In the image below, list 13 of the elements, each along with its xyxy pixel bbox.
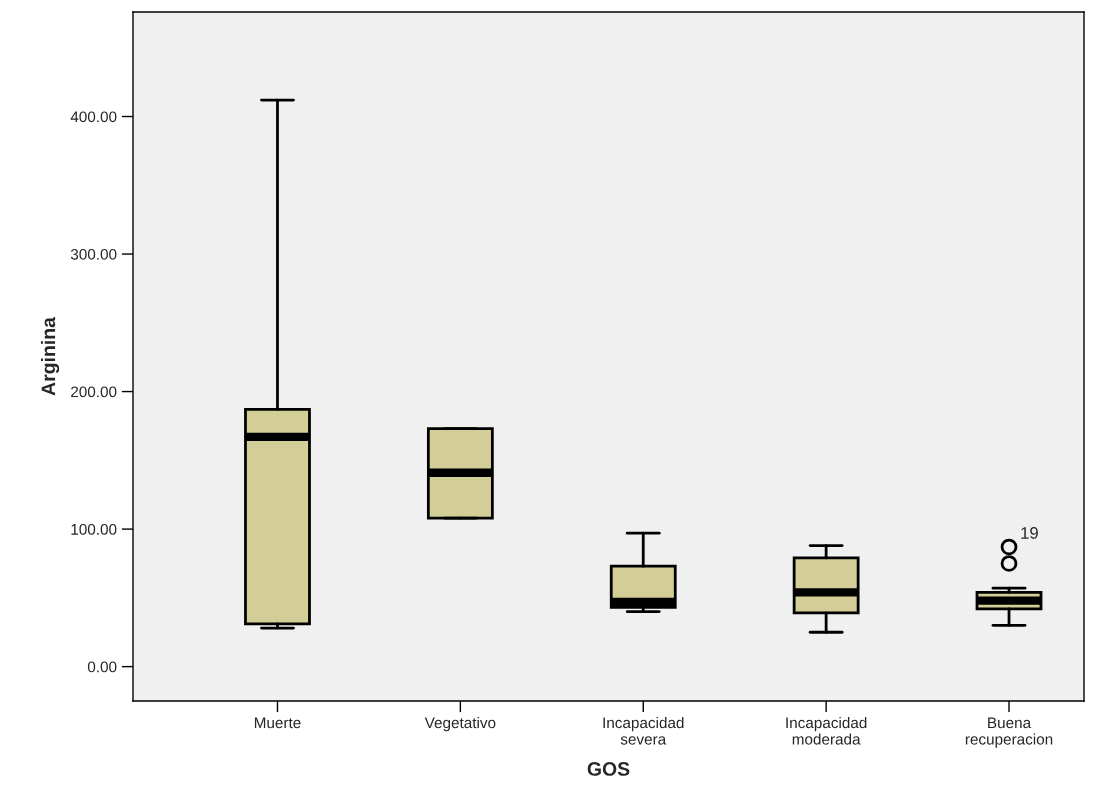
- x-tick-label: Vegetativo: [424, 716, 496, 732]
- x-tick-label: Incapacidad moderada: [786, 716, 867, 745]
- annotation: 19: [1021, 527, 1038, 539]
- y-axis-title: Arginina: [40, 316, 60, 396]
- y-tick-label: 300.00: [70, 248, 117, 260]
- y-tick-label: 100.00: [71, 523, 117, 535]
- y-tick-label: 400.00: [70, 111, 117, 123]
- y-tick-label: 0.00: [87, 661, 117, 673]
- x-tick-label: Muerte: [254, 717, 301, 729]
- x-tick-label: Buena recuperacion: [965, 717, 1053, 748]
- x-tick-label: Incapacidad severa: [603, 716, 684, 745]
- x-axis-title: GOS: [587, 762, 630, 776]
- y-tick-label: 200.00: [71, 386, 117, 398]
